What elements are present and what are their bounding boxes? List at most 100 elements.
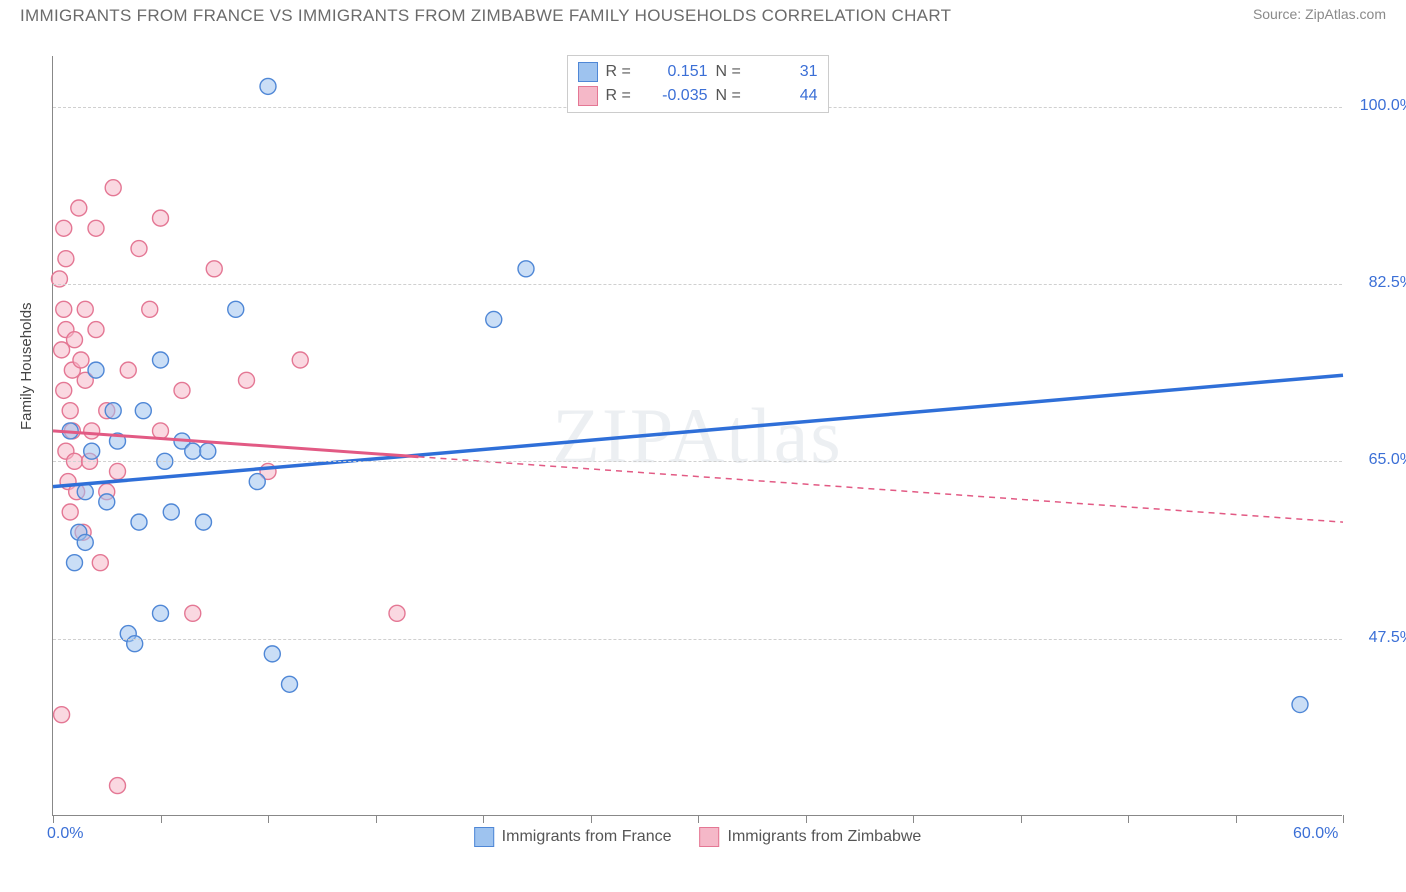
data-point bbox=[88, 362, 104, 378]
data-point bbox=[264, 646, 280, 662]
data-point bbox=[77, 534, 93, 550]
gridline bbox=[53, 639, 1342, 640]
data-point bbox=[249, 474, 265, 490]
legend-n-label: N = bbox=[716, 63, 750, 81]
trend-line-extrapolated bbox=[419, 457, 1344, 522]
y-axis-label: Family Households bbox=[18, 302, 35, 430]
legend-series-label: Immigrants from France bbox=[502, 828, 672, 846]
legend-series-item: Immigrants from France bbox=[474, 827, 672, 847]
x-tick bbox=[591, 815, 592, 823]
data-point bbox=[88, 322, 104, 338]
x-tick bbox=[376, 815, 377, 823]
gridline bbox=[53, 284, 1342, 285]
data-point bbox=[88, 220, 104, 236]
legend-stats: R = 0.151 N = 31 R = -0.035 N = 44 bbox=[567, 55, 829, 113]
data-point bbox=[185, 605, 201, 621]
legend-r-label: R = bbox=[606, 87, 640, 105]
gridline bbox=[53, 461, 1342, 462]
legend-swatch bbox=[699, 827, 719, 847]
data-point bbox=[206, 261, 222, 277]
data-point bbox=[196, 514, 212, 530]
data-point bbox=[99, 494, 115, 510]
data-point bbox=[174, 382, 190, 398]
data-point bbox=[67, 555, 83, 571]
x-tick-label: 0.0% bbox=[47, 825, 83, 843]
legend-stats-row: R = 0.151 N = 31 bbox=[578, 60, 818, 84]
data-point bbox=[135, 403, 151, 419]
x-tick bbox=[698, 815, 699, 823]
data-point bbox=[239, 372, 255, 388]
data-point bbox=[62, 504, 78, 520]
scatter-plot bbox=[53, 56, 1342, 815]
data-point bbox=[105, 180, 121, 196]
x-tick bbox=[1128, 815, 1129, 823]
data-point bbox=[163, 504, 179, 520]
data-point bbox=[518, 261, 534, 277]
data-point bbox=[153, 605, 169, 621]
x-tick bbox=[483, 815, 484, 823]
data-point bbox=[56, 382, 72, 398]
x-tick bbox=[268, 815, 269, 823]
data-point bbox=[228, 301, 244, 317]
data-point bbox=[67, 332, 83, 348]
data-point bbox=[58, 251, 74, 267]
legend-n-label: N = bbox=[716, 87, 750, 105]
data-point bbox=[77, 301, 93, 317]
data-point bbox=[73, 352, 89, 368]
legend-swatch bbox=[474, 827, 494, 847]
data-point bbox=[62, 403, 78, 419]
legend-swatch bbox=[578, 62, 598, 82]
data-point bbox=[54, 707, 70, 723]
data-point bbox=[260, 78, 276, 94]
legend-swatch bbox=[578, 86, 598, 106]
data-point bbox=[84, 443, 100, 459]
legend-series-label: Immigrants from Zimbabwe bbox=[727, 828, 921, 846]
data-point bbox=[153, 352, 169, 368]
x-tick bbox=[806, 815, 807, 823]
trend-line bbox=[53, 431, 419, 457]
x-tick-label: 60.0% bbox=[1293, 825, 1338, 843]
x-tick bbox=[1236, 815, 1237, 823]
x-tick bbox=[53, 815, 54, 823]
data-point bbox=[110, 778, 126, 794]
data-point bbox=[389, 605, 405, 621]
y-tick-label: 47.5% bbox=[1350, 629, 1406, 647]
legend-r-label: R = bbox=[606, 63, 640, 81]
x-tick bbox=[161, 815, 162, 823]
legend-n-value: 31 bbox=[758, 63, 818, 81]
trend-line bbox=[53, 375, 1343, 486]
data-point bbox=[153, 423, 169, 439]
data-point bbox=[292, 352, 308, 368]
data-point bbox=[56, 220, 72, 236]
y-tick-label: 100.0% bbox=[1350, 97, 1406, 115]
data-point bbox=[120, 362, 136, 378]
data-point bbox=[77, 484, 93, 500]
data-point bbox=[131, 514, 147, 530]
legend-n-value: 44 bbox=[758, 87, 818, 105]
data-point bbox=[486, 311, 502, 327]
data-point bbox=[92, 555, 108, 571]
data-point bbox=[153, 210, 169, 226]
data-point bbox=[282, 676, 298, 692]
y-tick-label: 82.5% bbox=[1350, 274, 1406, 292]
legend-stats-row: R = -0.035 N = 44 bbox=[578, 84, 818, 108]
x-tick bbox=[1343, 815, 1344, 823]
data-point bbox=[200, 443, 216, 459]
chart-title: IMMIGRANTS FROM FRANCE VS IMMIGRANTS FRO… bbox=[20, 6, 951, 26]
legend-r-value: 0.151 bbox=[648, 63, 708, 81]
x-tick bbox=[1021, 815, 1022, 823]
legend-series-item: Immigrants from Zimbabwe bbox=[699, 827, 921, 847]
data-point bbox=[131, 241, 147, 257]
data-point bbox=[56, 301, 72, 317]
data-point bbox=[84, 423, 100, 439]
source-label: Source: ZipAtlas.com bbox=[1253, 6, 1386, 22]
data-point bbox=[142, 301, 158, 317]
data-point bbox=[110, 463, 126, 479]
chart-area: ZIPAtlas R = 0.151 N = 31 R = -0.035 N =… bbox=[52, 56, 1342, 816]
legend-r-value: -0.035 bbox=[648, 87, 708, 105]
x-tick bbox=[913, 815, 914, 823]
data-point bbox=[71, 200, 87, 216]
data-point bbox=[185, 443, 201, 459]
y-tick-label: 65.0% bbox=[1350, 451, 1406, 469]
legend-series: Immigrants from France Immigrants from Z… bbox=[474, 827, 922, 847]
